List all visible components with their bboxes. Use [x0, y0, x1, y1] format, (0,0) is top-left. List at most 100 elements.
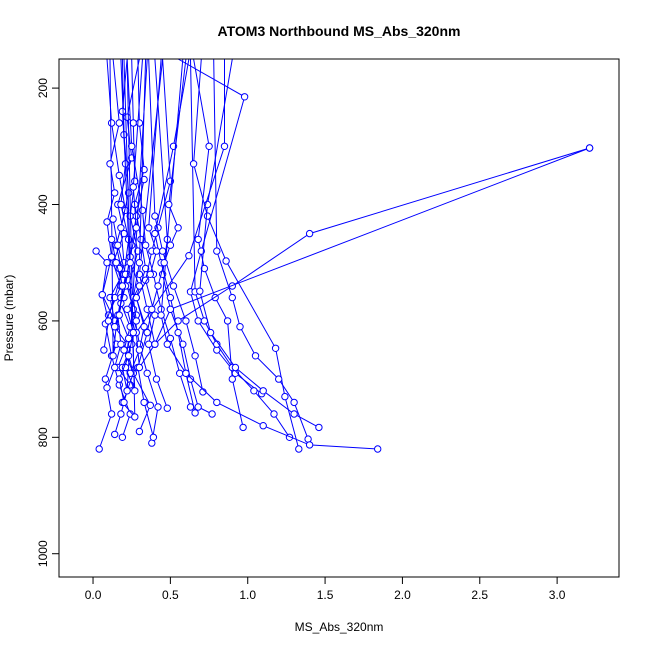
- data-point: [98, 291, 107, 299]
- data-point: [123, 113, 131, 121]
- data-point: [135, 363, 144, 372]
- series-line: [193, 59, 300, 450]
- data-point: [194, 235, 202, 244]
- data-point: [141, 264, 150, 273]
- profile-series: [148, 59, 207, 396]
- data-point: [213, 247, 221, 255]
- y-tick-label: 200: [36, 78, 50, 98]
- data-point: [154, 282, 162, 290]
- data-point: [148, 305, 156, 313]
- data-point: [176, 369, 184, 377]
- data-point: [259, 422, 267, 430]
- data-point: [146, 270, 155, 278]
- data-point: [120, 398, 128, 407]
- data-point: [104, 317, 113, 325]
- chart-title: ATOM3 Northbound MS_Abs_320nm: [218, 23, 461, 39]
- data-point: [103, 384, 111, 392]
- x-tick-label: 2.0: [394, 588, 411, 602]
- data-point: [182, 317, 190, 325]
- data-point: [145, 340, 153, 348]
- profile-series: [143, 59, 187, 337]
- data-point: [191, 409, 199, 417]
- data-point: [135, 282, 144, 290]
- data-point: [275, 375, 283, 383]
- data-point: [374, 445, 382, 453]
- data-point: [107, 410, 116, 418]
- data-point: [295, 445, 303, 453]
- data-point: [107, 119, 116, 127]
- data-point: [131, 413, 139, 421]
- data-point: [129, 183, 138, 191]
- data-point: [109, 352, 117, 360]
- profile-series: [98, 59, 124, 354]
- data-point: [169, 282, 178, 290]
- data-point: [228, 375, 237, 383]
- data-point: [250, 387, 258, 395]
- profile-series: [107, 59, 139, 395]
- profile-series: [157, 59, 382, 453]
- data-point: [185, 252, 193, 260]
- y-tick-label: 400: [36, 194, 50, 214]
- data-point: [92, 247, 100, 255]
- data-point: [112, 259, 120, 267]
- x-tick-label: 3.0: [549, 588, 566, 602]
- y-tick-label: 1000: [36, 540, 50, 567]
- data-point: [151, 229, 159, 238]
- data-point: [290, 410, 298, 418]
- data-point: [194, 317, 202, 325]
- data-point: [126, 259, 134, 267]
- data-point: [191, 352, 199, 360]
- data-point: [149, 433, 158, 441]
- data-point: [132, 317, 141, 325]
- data-point: [95, 445, 103, 453]
- profile-series: [154, 59, 216, 418]
- data-point: [251, 352, 260, 360]
- data-point: [123, 305, 131, 313]
- data-point: [151, 340, 159, 348]
- y-axis: 200 400 600 800 1000: [36, 78, 60, 567]
- data-point: [194, 403, 202, 411]
- data-point: [135, 427, 144, 436]
- series-line: [160, 59, 378, 450]
- data-point: [115, 119, 124, 127]
- data-point: [109, 215, 117, 223]
- data-point: [200, 264, 209, 273]
- x-tick-label: 0.5: [162, 588, 179, 602]
- data-point: [163, 404, 172, 412]
- data-point: [141, 241, 150, 249]
- data-point: [179, 340, 187, 348]
- data-point: [174, 328, 182, 337]
- data-point: [114, 241, 122, 249]
- data-point: [135, 119, 144, 127]
- data-point: [111, 430, 119, 439]
- x-axis: 0.0 0.5 1.0 1.5 2.0 2.5 3.0: [85, 576, 566, 602]
- data-point: [239, 423, 247, 432]
- data-point: [103, 218, 111, 226]
- data-point: [315, 423, 323, 432]
- data-point: [132, 224, 141, 232]
- data-point: [140, 398, 148, 407]
- data-point: [115, 375, 124, 383]
- data-point: [189, 160, 198, 168]
- data-point: [146, 401, 155, 409]
- data-point: [205, 142, 213, 151]
- profile-series: [189, 59, 303, 453]
- data-point: [305, 229, 314, 238]
- data-point: [124, 352, 133, 360]
- data-point: [135, 346, 144, 354]
- series-line: [190, 59, 290, 438]
- data-point: [223, 317, 232, 325]
- profile-series: [190, 59, 294, 441]
- data-point: [140, 175, 148, 184]
- data-point: [271, 344, 280, 352]
- data-point: [220, 142, 229, 151]
- data-point: [107, 235, 116, 244]
- data-point: [117, 340, 125, 348]
- data-point: [290, 398, 298, 407]
- x-tick-label: 1.5: [317, 588, 334, 602]
- data-point: [154, 403, 162, 411]
- data-point: [240, 93, 249, 101]
- profile-series: [126, 59, 195, 411]
